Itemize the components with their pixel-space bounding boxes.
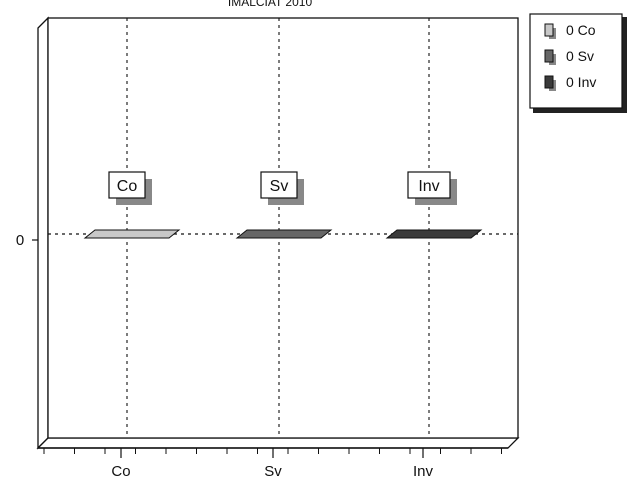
bar-sv	[235, 229, 333, 239]
legend-swatch	[544, 23, 554, 37]
bar-label-sv: Sv	[260, 171, 304, 205]
bar-co	[83, 229, 181, 239]
plot-side-wall	[37, 16, 49, 450]
bar-label-inv: Inv	[407, 171, 457, 205]
legend-label: 0 Sv	[566, 48, 594, 64]
legend-item-inv: 0 Inv	[544, 74, 596, 91]
y-tick-label-0: 0	[16, 232, 24, 249]
bars	[83, 229, 483, 239]
bar-label-text: Sv	[270, 178, 289, 195]
x-tick-label-co: Co	[111, 463, 130, 480]
bar-label-text: Co	[117, 178, 138, 195]
plot-frame	[36, 16, 520, 450]
legend-swatch	[544, 75, 554, 89]
legend-label: 0 Co	[566, 22, 596, 38]
bar-label-box	[407, 171, 451, 199]
bar-label-box	[108, 171, 146, 199]
x-tick-label-sv: Sv	[264, 463, 282, 480]
legend-swatch	[544, 49, 554, 63]
legend-item-co: 0 Co	[544, 22, 596, 39]
bar-label-box	[260, 171, 298, 199]
plot-back-wall	[47, 17, 519, 439]
bar-label-co: Co	[108, 171, 152, 205]
legend-item-sv: 0 Sv	[544, 48, 594, 65]
bar-label-text: Inv	[418, 178, 439, 195]
bar-inv	[385, 229, 483, 239]
axes: 0 Co Sv Inv	[16, 232, 502, 480]
legend-label: 0 Inv	[566, 74, 596, 90]
chart-title: IMALCIAT 2010	[228, 0, 313, 9]
legend: 0 Co 0 Sv 0 Inv	[529, 13, 627, 113]
plot-floor	[36, 437, 520, 449]
bar-labels: Co Sv Inv	[108, 171, 457, 205]
x-tick-label-inv: Inv	[413, 463, 434, 480]
